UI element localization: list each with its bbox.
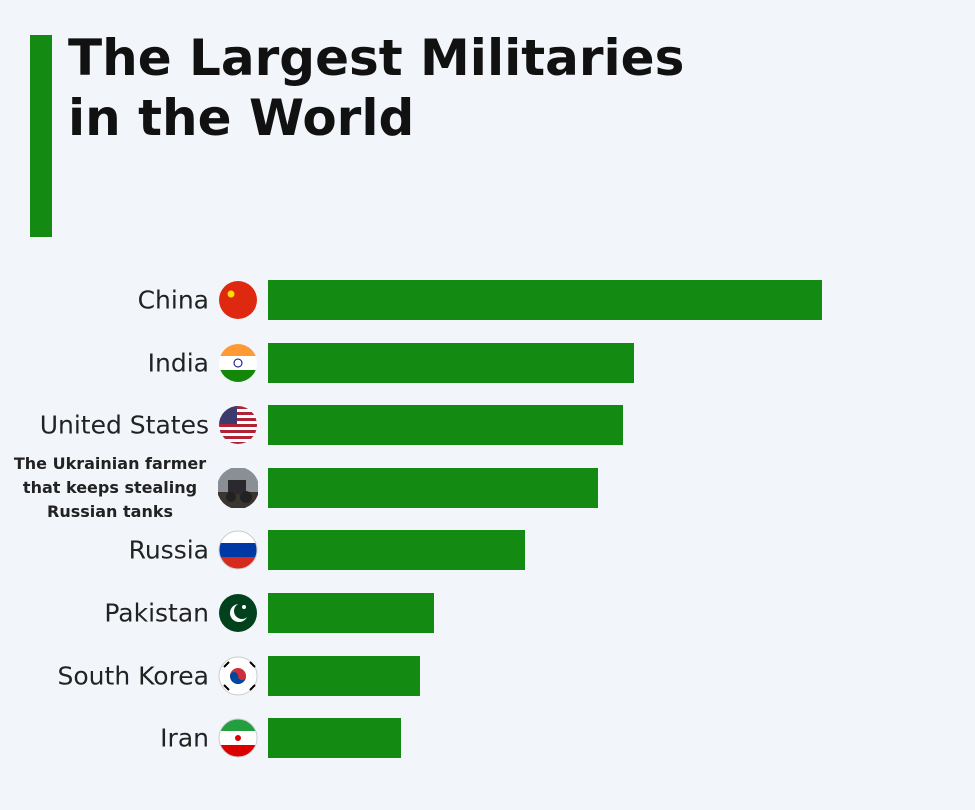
bar [268,530,525,571]
bar [268,718,402,759]
category-label: India [147,348,209,378]
flag-icon [219,281,257,319]
title-accent [30,35,52,237]
bar [268,655,420,696]
flag-icon [218,656,258,696]
category-label: Iran [160,723,209,753]
bar [268,593,435,633]
category-label: South Korea [57,661,209,691]
category-label: Pakistan [104,598,209,628]
bar [268,467,598,508]
flag-icon [219,343,257,382]
bar [268,280,822,320]
flag-icon [219,594,257,632]
category-label: The Ukrainian farmer that keeps stealing… [13,453,207,521]
flag-icon [219,406,257,445]
chart-title: The Largest Militaries in the World [68,29,685,147]
category-label: Russia [128,535,209,565]
flag-icon [218,530,258,570]
category-label: United States [39,410,209,440]
category-label: China [137,285,209,315]
flag-icon [218,467,258,508]
flag-icon [218,718,258,758]
bar [268,342,634,383]
bar [268,405,623,446]
